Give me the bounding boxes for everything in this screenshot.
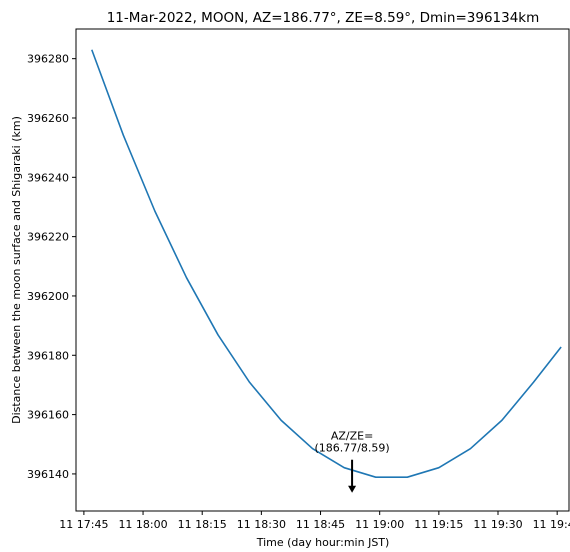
x-axis-label: Time (day hour:min JST)	[256, 536, 390, 549]
y-tick-label: 396140	[27, 468, 69, 481]
y-tick-label: 396180	[27, 349, 69, 362]
series-line	[91, 49, 562, 478]
x-tick-label: 11 19:15	[414, 518, 463, 531]
x-tick-label: 11 18:45	[296, 518, 345, 531]
y-tick-label: 396240	[27, 171, 69, 184]
x-tick-label: 11 18:15	[178, 518, 227, 531]
x-tick-label: 11 17:45	[59, 518, 108, 531]
y-tick-label: 396200	[27, 290, 69, 303]
x-tick-label: 11 19:00	[355, 518, 404, 531]
y-axis-label: Distance between the moon surface and Sh…	[10, 116, 23, 424]
plot-area: 396140 396160 396180 396200 396220 396240 3962…	[27, 28, 570, 531]
x-tick-label: 11 19:30	[473, 518, 522, 531]
x-tick-label: 11 18:30	[237, 518, 286, 531]
y-tick-label: 396160	[27, 409, 69, 422]
annotation-text: (186.77/8.59)	[314, 442, 389, 455]
annotation-text: AZ/ZE=	[331, 430, 373, 443]
y-tick-label: 396280	[27, 53, 69, 66]
y-tick-label: 396220	[27, 231, 69, 244]
annotation-arrow-head	[348, 485, 357, 493]
y-tick-label: 396260	[27, 112, 69, 125]
chart-title: 11-Mar-2022, MOON, AZ=186.77°, ZE=8.59°,…	[107, 10, 540, 26]
x-tick-label: 11 18:00	[118, 518, 167, 531]
x-tick-label: 11 19:45	[533, 518, 570, 531]
plot-frame	[75, 28, 570, 512]
